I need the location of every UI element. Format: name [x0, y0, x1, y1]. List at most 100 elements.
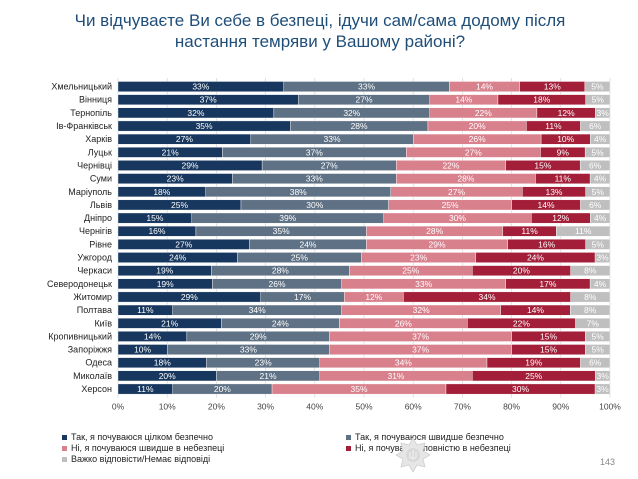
category-label: Кропивницький — [48, 331, 112, 341]
data-label: 35% — [351, 384, 368, 394]
category-label: Чернігів — [79, 226, 112, 236]
x-tick-label: 50% — [355, 402, 372, 412]
data-label: 19% — [525, 358, 542, 368]
data-label: 25% — [525, 371, 542, 381]
category-label: Харків — [85, 134, 112, 144]
bar-segment — [595, 107, 611, 119]
data-label: 14% — [144, 331, 161, 341]
x-tick-label: 10% — [159, 402, 176, 412]
x-tick-label: 60% — [405, 402, 422, 412]
data-label: 3% — [596, 384, 609, 394]
data-label: 17% — [294, 292, 311, 302]
data-label: 35% — [196, 121, 213, 131]
category-label: Рівне — [89, 239, 112, 249]
x-tick-label: 70% — [454, 402, 471, 412]
category-label: Вінниця — [79, 95, 112, 105]
data-label: 31% — [387, 371, 404, 381]
data-label: 5% — [592, 345, 605, 355]
data-label: 23% — [255, 358, 272, 368]
category-label: Запоріжжя — [68, 345, 112, 355]
bar-segment — [590, 133, 611, 145]
data-label: 20% — [513, 266, 530, 276]
data-label: 33% — [415, 279, 432, 289]
x-tick-label: 20% — [208, 402, 225, 412]
bar-segment — [580, 199, 611, 211]
data-label: 29% — [181, 292, 198, 302]
category-label: Київ — [94, 318, 112, 328]
bar-segment — [580, 357, 611, 369]
data-label: 27% — [465, 147, 482, 157]
legend-label-3: Ні, я почуваюся швидше в небезпеці — [71, 443, 225, 453]
category-label: Маріуполь — [68, 187, 112, 197]
data-label: 28% — [351, 121, 368, 131]
data-label: 33% — [306, 174, 323, 184]
page-number: 143 — [600, 457, 616, 467]
data-label: 30% — [512, 384, 529, 394]
category-label: Черкаси — [77, 266, 112, 276]
data-label: 19% — [156, 266, 173, 276]
data-label: 8% — [584, 305, 597, 315]
bar-segment — [585, 186, 611, 198]
category-label: Миколаїв — [73, 371, 112, 381]
data-label: 14% — [527, 305, 544, 315]
data-label: 24% — [169, 253, 186, 263]
category-label: Одеса — [85, 358, 112, 368]
category-label: Ужгород — [77, 253, 112, 263]
data-label: 23% — [167, 174, 184, 184]
data-label: 33% — [358, 82, 375, 92]
bar-segment — [584, 147, 611, 158]
bar-segment — [575, 317, 611, 329]
data-label: 6% — [589, 121, 602, 131]
bar-segment — [556, 225, 611, 237]
data-label: 13% — [544, 82, 561, 92]
legend-swatch-5 — [62, 456, 67, 462]
data-label: 15% — [534, 160, 551, 170]
data-label: 25% — [171, 200, 188, 210]
data-label: 25% — [291, 253, 308, 263]
bar-segment — [579, 160, 611, 171]
data-label: 8% — [584, 266, 597, 276]
data-label: 15% — [540, 345, 557, 355]
data-label: 37% — [412, 331, 429, 341]
data-label: 37% — [306, 147, 323, 157]
data-label: 13% — [545, 187, 562, 197]
bar-segment — [570, 304, 611, 316]
category-label: Северодонецьк — [47, 279, 112, 289]
data-label: 6% — [589, 160, 602, 170]
data-label: 27% — [176, 134, 193, 144]
x-tick-label: 30% — [257, 402, 274, 412]
category-label: Суми — [90, 174, 112, 184]
category-label: Хмельницький — [51, 82, 112, 92]
data-label: 34% — [478, 292, 495, 302]
data-label: 24% — [299, 239, 316, 249]
data-label: 12% — [552, 213, 569, 223]
legend-item-2: Так, я почуваюся швидше безпечно — [346, 432, 504, 442]
data-label: 12% — [365, 292, 382, 302]
data-label: 33% — [324, 134, 341, 144]
data-label: 34% — [395, 358, 412, 368]
data-label: 14% — [455, 95, 472, 105]
data-label: 20% — [469, 121, 486, 131]
data-label: 11% — [137, 305, 154, 315]
category-label: Полтава — [77, 305, 112, 315]
data-label: 22% — [475, 108, 492, 118]
data-label: 38% — [290, 187, 307, 197]
bar-segment — [590, 212, 611, 224]
legend-swatch-4 — [346, 445, 351, 451]
data-label: 11% — [555, 174, 572, 184]
data-label: 27% — [448, 187, 465, 197]
category-label: Луцьк — [88, 147, 112, 157]
data-label: 25% — [442, 200, 459, 210]
data-label: 20% — [214, 384, 231, 394]
legend-item-5: Важко відповісти/Немає відповіді — [62, 454, 210, 464]
data-label: 34% — [249, 305, 266, 315]
legend-label-5: Важко відповісти/Немає відповіді — [71, 454, 211, 464]
legend-label-2: Так, я почуваюся швидше безпечно — [355, 432, 504, 442]
data-label: 26% — [469, 134, 486, 144]
legend-swatch-2 — [346, 434, 351, 440]
bar-segment — [595, 370, 611, 382]
x-tick-label: 100% — [599, 402, 621, 412]
data-label: 29% — [429, 239, 446, 249]
legend-item-1: Так, я почуваюся цілком безпечно — [62, 432, 213, 442]
data-label: 22% — [513, 318, 530, 328]
